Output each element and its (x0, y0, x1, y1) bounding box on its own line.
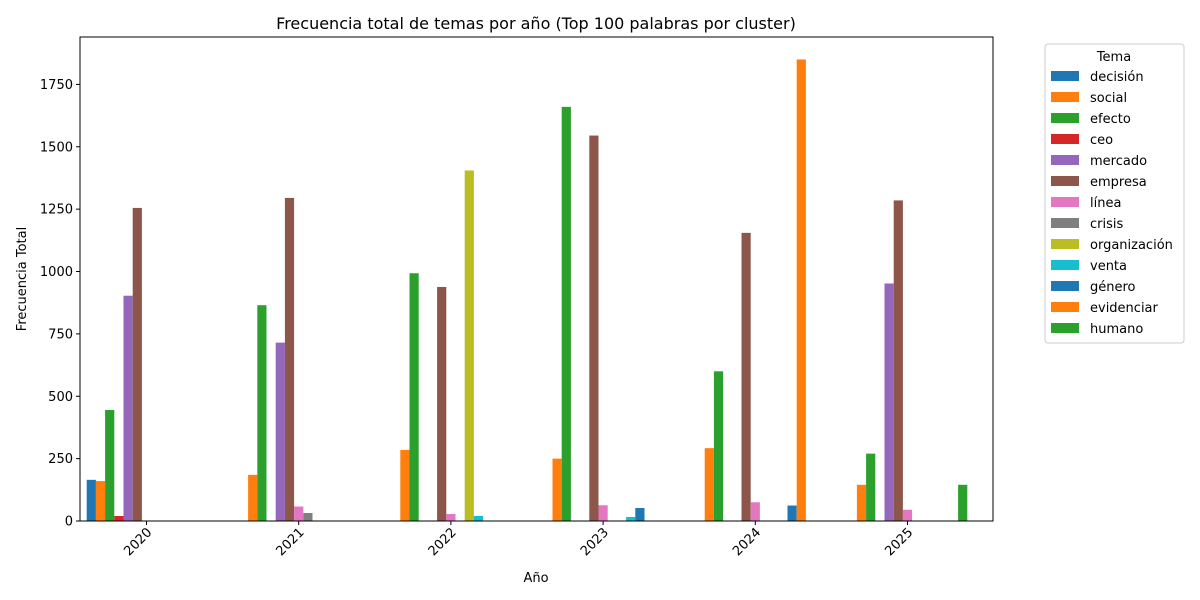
legend-swatch-organización (1051, 239, 1079, 249)
bar-social-2022 (400, 449, 410, 521)
bar-línea-2022 (446, 514, 456, 521)
bar-social-2025 (856, 484, 867, 521)
legend-label-empresa: empresa (1090, 175, 1147, 190)
legend-label-efecto: efecto (1090, 112, 1131, 127)
bar-línea-2025 (902, 509, 913, 521)
bar-empresa-2021 (284, 197, 295, 522)
legend-swatch-social (1051, 92, 1079, 102)
y-tick-label: 750 (48, 327, 73, 342)
bar-efecto-2024 (713, 371, 724, 521)
bar-mercado-2021 (275, 342, 285, 521)
x-axis-label: Año (523, 571, 548, 586)
bar-crisis-2021 (303, 513, 313, 521)
bar-efecto-2021 (257, 305, 267, 521)
bar-género-2023 (635, 508, 645, 521)
legend-swatch-género (1051, 281, 1079, 291)
legend-swatch-línea (1051, 197, 1079, 207)
bar-efecto-2022 (409, 273, 419, 521)
legend-label-venta: venta (1090, 259, 1127, 274)
y-axis-label: Frecuencia Total (15, 227, 30, 331)
legend-label-línea: línea (1090, 196, 1121, 211)
legend-swatch-efecto (1051, 113, 1079, 123)
legend-label-crisis: crisis (1090, 217, 1123, 232)
bar-evidenciar-2024 (796, 59, 806, 521)
bar-mercado-2025 (884, 283, 894, 521)
y-tick-label: 1750 (40, 78, 73, 93)
bar-empresa-2024 (741, 232, 751, 521)
bar-social-2020 (95, 481, 106, 521)
bar-empresa-2020 (132, 207, 142, 521)
legend-label-humano: humano (1090, 322, 1143, 337)
x-tick-label: 2024 (730, 525, 764, 559)
legend-swatch-mercado (1051, 155, 1079, 165)
bar-humano-2025 (958, 484, 968, 521)
bar-decisión-2020 (86, 479, 96, 521)
bar-social-2023 (552, 458, 562, 521)
legend-swatch-crisis (1051, 218, 1079, 228)
bar-ceo-2020 (114, 516, 124, 521)
bar-línea-2021 (294, 506, 304, 521)
plot-frame (79, 36, 994, 522)
legend-swatch-empresa (1051, 176, 1079, 186)
bar-empresa-2023 (589, 135, 599, 522)
legend-swatch-evidenciar (1051, 302, 1079, 312)
x-axis: 2020 2021 2022 2023 2024 2025 (121, 521, 916, 559)
legend: Tema decisión social efecto ceo mercado empre… (1044, 43, 1185, 344)
bar-social-2024 (704, 448, 714, 521)
y-tick-label: 1250 (40, 203, 73, 218)
bar-venta-2022 (473, 516, 484, 521)
bar-venta-2023 (626, 517, 636, 521)
bar-empresa-2025 (893, 200, 903, 521)
legend-frame (1044, 43, 1185, 344)
x-tick-label: 2023 (578, 525, 612, 559)
x-tick-label: 2020 (121, 525, 155, 559)
x-tick-label: 2025 (882, 525, 916, 559)
bar-organización-2022 (464, 170, 474, 521)
legend-label-ceo: ceo (1090, 133, 1113, 148)
bar-línea-2024 (750, 502, 760, 521)
bars-layer (86, 59, 968, 522)
bar-social-2021 (248, 474, 258, 521)
y-tick-label: 0 (65, 515, 73, 530)
bar-efecto-2023 (561, 106, 571, 522)
legend-swatch-humano (1051, 323, 1079, 333)
bar-línea-2023 (598, 505, 608, 521)
bar-empresa-2022 (437, 286, 447, 521)
legend-swatch-venta (1051, 260, 1079, 270)
legend-label-género: género (1090, 280, 1136, 295)
y-tick-label: 1500 (40, 140, 73, 155)
legend-label-social: social (1090, 91, 1127, 106)
legend-title: Tema (1096, 50, 1131, 65)
y-tick-label: 500 (48, 390, 73, 405)
legend-label-decisión: decisión (1090, 70, 1144, 85)
y-tick-label: 1000 (40, 265, 73, 280)
bar-género-2024 (787, 505, 797, 521)
legend-label-organización: organización (1090, 238, 1173, 253)
chart-title: Frecuencia total de temas por año (Top 1… (276, 14, 796, 33)
bar-efecto-2020 (105, 409, 115, 521)
y-tick-label: 250 (48, 452, 73, 467)
legend-swatch-ceo (1051, 134, 1079, 144)
bar-mercado-2020 (123, 295, 133, 521)
x-tick-label: 2022 (426, 525, 460, 559)
legend-swatch-decisión (1051, 71, 1079, 81)
x-tick-label: 2021 (274, 525, 308, 559)
bar-efecto-2025 (866, 453, 876, 521)
legend-label-evidenciar: evidenciar (1090, 301, 1159, 316)
legend-label-mercado: mercado (1090, 154, 1147, 169)
y-axis: 0 250 500 750 1000 1250 1500 1750 (40, 78, 80, 530)
